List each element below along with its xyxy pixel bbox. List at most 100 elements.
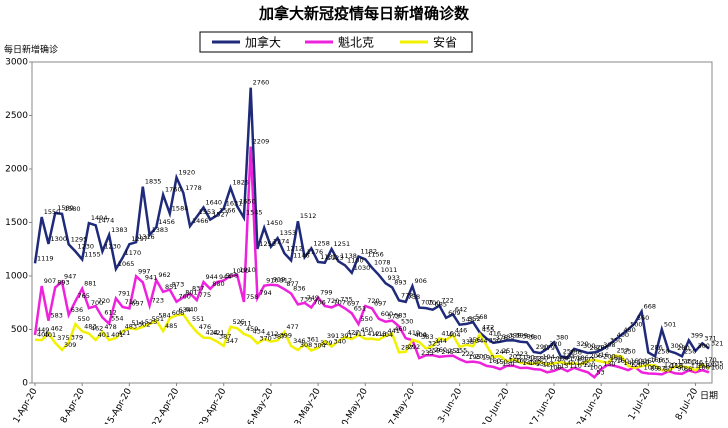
data-label: 1030 (354, 264, 371, 272)
data-label: 251 (502, 347, 514, 355)
data-label: 1146 (293, 251, 310, 259)
data-label: 722 (441, 297, 453, 305)
data-label: 401 (111, 331, 123, 339)
data-label: 140 (637, 359, 649, 367)
data-label: 765 (77, 292, 89, 300)
y-tick-label: 2500 (5, 111, 28, 121)
data-label: 1466 (192, 217, 209, 225)
data-label: 375 (57, 334, 69, 342)
data-label: 944 (219, 273, 231, 281)
data-label: 292 (408, 343, 420, 351)
data-label: 300 (583, 342, 595, 350)
data-label: 1584 (172, 205, 189, 213)
data-label: 308 (300, 341, 312, 349)
data-label: 947 (64, 273, 76, 281)
x-tick-label: 15-Apr-20 (103, 387, 134, 424)
data-label: 749 (307, 294, 319, 302)
data-label: 175 (583, 355, 595, 363)
data-label: 419 (408, 329, 420, 337)
data-label: 86 (684, 365, 692, 373)
data-label: 100 (644, 363, 656, 371)
data-label: 255 (455, 347, 467, 355)
data-label: 287 (401, 343, 413, 351)
data-label: 551 (152, 315, 164, 323)
data-label: 160 (630, 357, 642, 365)
data-label: 1550 (44, 208, 61, 216)
data-label: 837 (192, 284, 204, 292)
data-label: 501 (664, 320, 676, 328)
data-label: 478 (104, 323, 116, 331)
data-label: 250 (623, 347, 635, 355)
data-label: 1650 (239, 197, 256, 205)
series-line (33, 87, 710, 360)
data-label: 173 (549, 355, 561, 363)
x-tick-label: 24-Jun-20 (575, 387, 606, 424)
data-label: 157 (644, 357, 656, 365)
data-label: 500 (630, 321, 642, 329)
data-label: 554 (111, 315, 123, 323)
data-label: 514 (131, 319, 143, 327)
data-label: 400 (617, 331, 629, 339)
data-label: 2760 (253, 79, 270, 87)
data-label: 462 (50, 325, 62, 333)
data-label: 550 (77, 315, 89, 323)
data-label: 697 (347, 299, 359, 307)
data-label: 545 (462, 316, 474, 324)
data-label: 154 (677, 358, 689, 366)
x-tick-label: 13-May-20 (290, 387, 323, 424)
legend-label: 加拿大 (245, 35, 281, 50)
data-label: 1230 (104, 242, 121, 250)
data-label: 416 (441, 329, 453, 337)
data-label: 600 (381, 310, 393, 318)
data-label: 130 (502, 360, 514, 368)
data-label: 142 (576, 359, 588, 367)
x-tick-label: 29-Apr-20 (198, 387, 229, 424)
data-label: 320 (549, 340, 561, 348)
data-label: 162 (516, 357, 528, 365)
legend-label: 安省 (433, 35, 457, 50)
data-label: 794 (259, 289, 271, 297)
data-label: 1182 (361, 248, 378, 256)
data-label: 912 (280, 276, 292, 284)
x-tick-label: 8-Jul-20 (674, 387, 700, 423)
data-label: 1494 (91, 214, 108, 222)
data-label: 150 (495, 358, 507, 366)
data-label: 376 (495, 334, 507, 342)
data-label: 668 (644, 303, 656, 311)
data-label: 525 (232, 318, 244, 326)
data-label: 1383 (111, 226, 128, 234)
data-label: 551 (192, 315, 204, 323)
data-label: 350 (610, 337, 622, 345)
data-label: 182 (529, 355, 541, 363)
data-label: 413 (374, 330, 386, 338)
data-label: 640 (185, 306, 197, 314)
y-tick-label: 2000 (5, 165, 28, 175)
data-label: 260 (435, 346, 447, 354)
data-label: 799 (320, 289, 332, 297)
data-label: 1131 (320, 253, 337, 261)
data-label: 502 (138, 320, 150, 328)
data-label: 120 (630, 361, 642, 369)
x-tick-label: 10-Jun-20 (481, 387, 512, 424)
data-label: 511 (239, 319, 251, 327)
data-label: 459 (246, 325, 258, 333)
data-label: 279 (543, 344, 555, 352)
data-label: 250 (684, 347, 696, 355)
data-label: 573 (387, 313, 399, 321)
data-label: 525 (145, 318, 157, 326)
y-axis-label: 每日新增确诊 (4, 44, 58, 56)
data-label: 1553 (199, 208, 216, 216)
data-label: 165 (657, 356, 669, 364)
data-label: 636 (71, 306, 83, 314)
data-label: 642 (455, 305, 467, 313)
legend-box (199, 31, 473, 53)
data-label: 412 (367, 330, 379, 338)
data-label: 873 (172, 281, 184, 289)
data-label: 222 (462, 350, 474, 358)
data-label: 308 (603, 341, 615, 349)
data-label: 130 (603, 360, 615, 368)
data-label: 160 (509, 357, 521, 365)
data-label: 1123 (327, 254, 344, 262)
x-tick-label: 1-Jul-20 (627, 387, 653, 423)
data-label: 1010 (239, 266, 256, 274)
